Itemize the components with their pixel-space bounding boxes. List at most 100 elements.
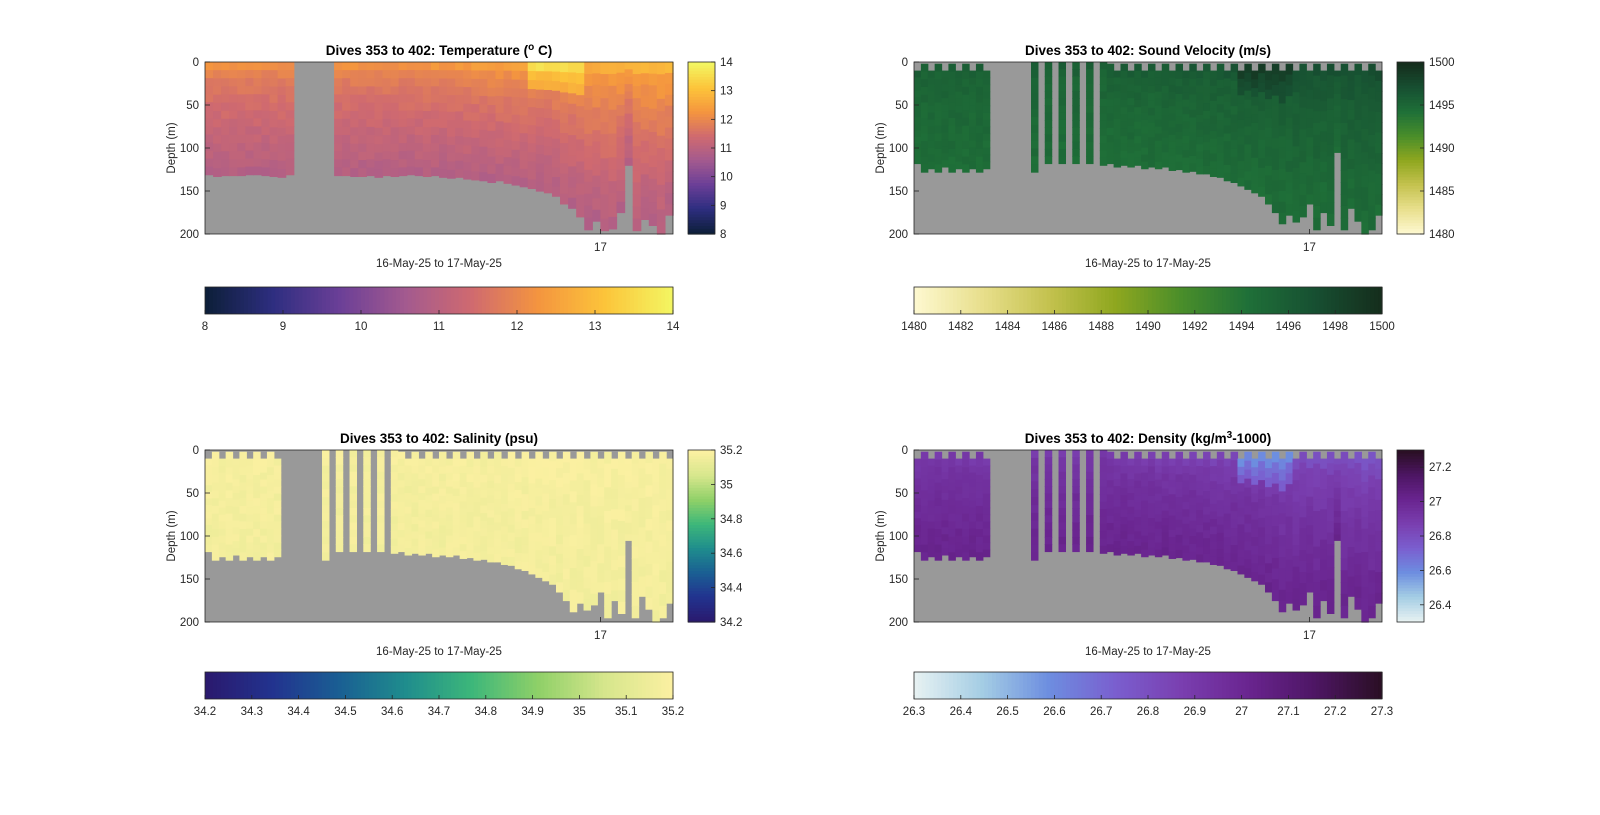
heatmap-cell [1320, 171, 1328, 183]
heatmap-cell [1182, 121, 1190, 130]
colorbar-swatch [688, 490, 715, 494]
heatmap-cell [432, 528, 440, 537]
colorbar-swatch [563, 287, 569, 314]
heatmap-cell [927, 112, 936, 121]
colorbar-swatch [259, 672, 265, 699]
colorbar-swatch [1101, 287, 1106, 314]
heatmap-cell [1044, 457, 1053, 466]
colorbar-swatch [1397, 558, 1424, 563]
heatmap-cell [535, 98, 545, 109]
heatmap-cell [432, 486, 440, 495]
heatmap-cell [1223, 117, 1232, 127]
heatmap-cell [390, 545, 399, 554]
heatmap-cell [1189, 109, 1197, 119]
heatmap-cell [466, 504, 475, 513]
heatmap-cell [322, 450, 330, 459]
heatmap-cell [1031, 140, 1039, 150]
heatmap-cell [1113, 98, 1122, 106]
heatmap-cell [507, 557, 516, 566]
colorbar-swatch [1151, 287, 1157, 314]
heatmap-cell [1031, 544, 1039, 553]
colorbar-swatch [602, 287, 608, 314]
heatmap-cell [1031, 465, 1039, 475]
colorbar-swatch [1167, 672, 1172, 699]
colorbar-swatch [212, 672, 218, 699]
heatmap-cell [494, 553, 502, 563]
colorbar-tick-label: 34.7 [428, 706, 450, 718]
heatmap-cell [1271, 191, 1280, 203]
heatmap-cell [414, 102, 424, 112]
colorbar-swatch [1397, 493, 1424, 497]
heatmap-cell [1058, 515, 1067, 524]
colorbar-swatch [419, 672, 424, 699]
heatmap-cell [1120, 524, 1128, 533]
heatmap-cell [418, 472, 426, 480]
colorbar-swatch [688, 231, 715, 235]
colorbar-swatch [1374, 287, 1379, 314]
heatmap-cell [418, 527, 426, 535]
heatmap-cell [920, 529, 929, 538]
y-tick-label: 150 [889, 574, 908, 586]
heatmap-cell [439, 495, 447, 504]
heatmap-cell [463, 78, 472, 88]
heatmap-cell [205, 126, 214, 136]
heatmap-cell [617, 497, 626, 511]
heatmap-cell [1285, 139, 1294, 151]
heatmap-cell [914, 498, 922, 506]
heatmap-cell [604, 522, 612, 536]
heatmap-cell [914, 478, 922, 486]
heatmap-cell [1113, 479, 1122, 487]
heatmap-cell [1265, 99, 1273, 110]
colorbar-swatch [411, 287, 417, 314]
heatmap-cell [1375, 204, 1383, 216]
heatmap-cell [1141, 472, 1149, 481]
heatmap-cell [975, 482, 984, 492]
colorbar-tick-label: 1488 [1088, 321, 1114, 333]
heatmap-cell [1168, 134, 1177, 143]
colorbar-swatch [688, 176, 715, 181]
heatmap-cell [459, 515, 468, 524]
heatmap-cell [1168, 91, 1177, 100]
heatmap-cell [576, 538, 585, 550]
heatmap-cell [941, 125, 950, 134]
heatmap-cell [624, 487, 633, 495]
heatmap-cell [645, 564, 653, 576]
heatmap-cell [640, 95, 650, 108]
heatmap-cell [1299, 151, 1307, 163]
heatmap-cell [1134, 451, 1142, 460]
heatmap-cell [253, 62, 263, 71]
heatmap-cell [285, 62, 295, 71]
heatmap-cell [1216, 161, 1225, 170]
heatmap-cell [473, 465, 481, 474]
heatmap-cell [277, 152, 287, 162]
heatmap-cell [1354, 586, 1362, 599]
y-tick-label: 0 [902, 445, 908, 457]
y-tick-label: 200 [180, 617, 199, 629]
heatmap-cell [225, 521, 234, 530]
heatmap-cell [221, 110, 230, 120]
heatmap-cell [1258, 461, 1266, 472]
heatmap-cell [914, 117, 922, 125]
heatmap-cell [377, 507, 385, 516]
heatmap-cell [1031, 497, 1039, 506]
heatmap-cell [519, 97, 529, 108]
heatmap-cell [1361, 528, 1369, 541]
heatmap-cell [1271, 589, 1280, 602]
heatmap-cell [1299, 528, 1307, 540]
heatmap-cell [1154, 70, 1163, 79]
heatmap-cell [1313, 194, 1321, 207]
heatmap-cell [404, 527, 413, 535]
heatmap-cell [1258, 546, 1266, 557]
heatmap-cell [1196, 458, 1204, 467]
heatmap-cell [519, 151, 529, 161]
heatmap-cell [232, 499, 241, 508]
colorbar-swatch [688, 79, 715, 83]
heatmap-cell [422, 102, 432, 112]
heatmap-cell [239, 529, 247, 538]
colorbar-swatch [610, 672, 616, 699]
heatmap-cell [218, 507, 227, 516]
heatmap-cell [374, 160, 384, 170]
heatmap-cell [934, 505, 943, 515]
heatmap-cell [1168, 99, 1177, 107]
heatmap-cell [1354, 541, 1362, 554]
